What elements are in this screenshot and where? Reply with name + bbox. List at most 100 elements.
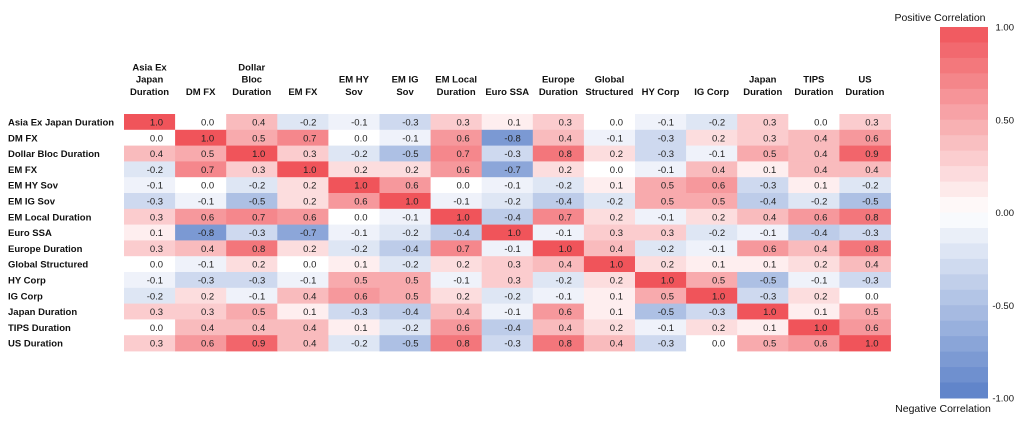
cell-value-label: 0.2	[610, 212, 623, 223]
column-labels: Asia Ex Japan Duration DM FX Dollar Bloc Durat…	[130, 62, 885, 98]
column-label: HY Corp	[642, 87, 680, 98]
cell-value-label: 0.6	[814, 212, 827, 223]
cell-value-label: 0.2	[201, 291, 214, 302]
cell-value-label: -0.3	[862, 228, 878, 239]
cell-value-label: 0.4	[456, 307, 469, 318]
heatmap-cell	[686, 161, 738, 178]
cell-value-label: 0.1	[814, 307, 827, 318]
cell-value-label: 1.0	[610, 260, 623, 271]
column-label: US Duration	[845, 75, 884, 98]
cell-value-label: 0.6	[354, 291, 367, 302]
heatmap-cell	[737, 208, 789, 225]
heatmap-cell	[839, 129, 891, 146]
cell-value-label: -0.2	[351, 149, 367, 160]
cell-value-label: 0.4	[865, 165, 878, 176]
heatmap-cell	[277, 240, 329, 257]
heatmap-cell	[277, 287, 329, 304]
cell-value-label: 0.6	[865, 133, 878, 144]
heatmap-cell	[481, 319, 534, 336]
heatmap-cell	[430, 114, 483, 131]
heatmap-cell	[788, 193, 840, 210]
cell-value-label: 1.0	[763, 307, 776, 318]
cell-value-label: -0.2	[249, 181, 265, 192]
legend-swatch	[940, 197, 988, 213]
heatmap-cell	[532, 335, 585, 352]
heatmap-cell	[277, 161, 329, 178]
cell-value-label: 0.6	[456, 133, 469, 144]
heatmap-cell	[430, 240, 483, 257]
cell-value-label: 0.4	[150, 149, 163, 160]
cell-value-label: 0.0	[610, 165, 623, 176]
heatmap-cell	[481, 161, 534, 178]
row-label: IG Corp	[8, 291, 43, 302]
heatmap-cell	[277, 177, 329, 194]
cell-value-label: 0.5	[712, 276, 725, 287]
cell-value-label: 0.4	[201, 244, 214, 255]
cell-value-label: 0.8	[865, 244, 878, 255]
row-label: US Duration	[8, 339, 63, 350]
cell-value-label: 0.4	[559, 323, 572, 334]
heatmap-cell	[839, 224, 891, 241]
cell-value-label: 0.0	[354, 212, 367, 223]
cell-value-label: -0.5	[402, 149, 418, 160]
heatmap-cell	[481, 129, 534, 146]
cell-value-label: -0.3	[147, 197, 163, 208]
heatmap-cell	[737, 129, 789, 146]
cell-value-label: -0.1	[453, 197, 469, 208]
cell-value-label: -0.2	[658, 244, 674, 255]
heatmap-cell	[124, 145, 176, 162]
heatmap-cell	[124, 224, 176, 241]
heatmap-cell	[328, 129, 380, 146]
heatmap-cell	[532, 303, 585, 320]
cell-value-label: 0.5	[252, 133, 265, 144]
legend-swatch	[940, 367, 988, 384]
cell-value-label: 0.1	[814, 181, 827, 192]
cell-value-label: -0.2	[862, 181, 878, 192]
legend-swatches	[940, 27, 988, 399]
heatmap-cell	[328, 145, 380, 162]
cell-value-label: 0.1	[610, 307, 623, 318]
cell-value-label: 0.6	[201, 212, 214, 223]
cell-value-label: -0.7	[504, 165, 520, 176]
cell-value-label: 1.0	[456, 212, 469, 223]
cell-value-label: -0.3	[249, 228, 265, 239]
heatmap-cell	[277, 145, 329, 162]
heatmap-cell	[788, 240, 840, 257]
legend-swatch	[940, 227, 988, 244]
cell-value-label: 0.2	[814, 291, 827, 302]
heatmap-cell	[635, 256, 687, 273]
heatmap-cell	[583, 240, 636, 257]
cell-value-label: 0.4	[303, 291, 316, 302]
cell-value-label: 1.0	[712, 291, 725, 302]
cell-value-label: 0.8	[559, 339, 572, 350]
heatmap-cell	[379, 240, 431, 257]
cell-value-label: 0.2	[303, 244, 316, 255]
heatmap-cell	[686, 193, 738, 210]
cell-value-label: 0.8	[252, 244, 265, 255]
cell-value-label: 0.0	[814, 118, 827, 129]
heatmap-cell	[737, 193, 789, 210]
legend-tick-label: 1.00	[996, 23, 1015, 34]
cell-value-label: 0.5	[661, 197, 674, 208]
legend-tick-label: 0.00	[996, 208, 1015, 219]
cell-value-label: 0.2	[610, 323, 623, 334]
row-label: HY Corp	[8, 276, 46, 287]
cell-value-label: 0.0	[201, 181, 214, 192]
heatmap-cell	[379, 129, 431, 146]
cell-value-label: -0.1	[351, 118, 367, 129]
heatmap-cell	[686, 272, 738, 289]
heatmap-cell	[583, 177, 636, 194]
cell-value-label: 0.0	[201, 118, 214, 129]
cell-value-label: 0.2	[252, 260, 265, 271]
cell-value-label: -0.3	[709, 307, 725, 318]
cell-value-label: 0.7	[303, 133, 316, 144]
cell-value-label: 0.6	[712, 181, 725, 192]
cell-value-label: 0.2	[303, 197, 316, 208]
heatmap-cell	[839, 319, 891, 336]
cell-value-label: -0.1	[556, 228, 572, 239]
cell-value-label: -0.1	[811, 276, 827, 287]
cell-value-label: 0.2	[456, 291, 469, 302]
row-label: Dollar Bloc Duration	[8, 149, 100, 160]
row-label: EM Local Duration	[8, 212, 92, 223]
